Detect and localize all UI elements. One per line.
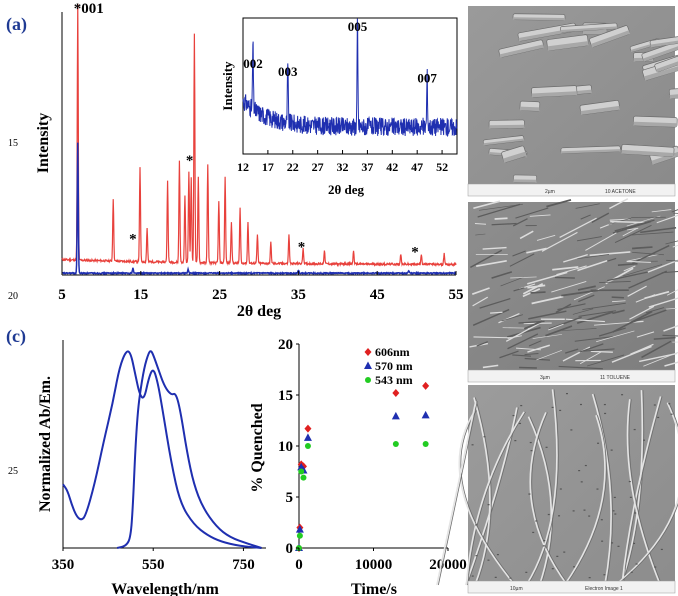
peak-annotation: 005 [348,19,368,34]
x-tick-label: 5 [58,287,66,303]
x-tick-label: 35 [291,287,306,303]
legend-label: 606nm [375,345,410,359]
x-tick-label: 17 [262,160,274,174]
margin-number: 15 [8,138,18,149]
emission-curve [116,350,262,549]
margin-number: 25 [8,466,18,477]
x-tick-label: 25 [212,287,227,303]
x-axis-label: Time/s [351,581,397,596]
sem-caption: 11 TOLUENE [600,375,631,381]
y-axis-label: % Quenched [249,403,266,492]
legend-label: 543 nm [375,373,413,387]
x-tick-label: 750 [232,557,255,573]
data-point [295,525,304,533]
data-point [421,410,430,419]
inset-trace [242,18,458,138]
y-tick-label: 10 [278,439,293,455]
x-axis-label: 2θ deg [328,182,365,197]
sem-image-acetone: 2µm 10 ACETONE [467,6,678,197]
xrd-trace-blue [61,142,457,276]
data-point [422,381,430,390]
sem-scale-text: 2µm [545,189,555,195]
x-axis-label: 2θ deg [237,303,281,320]
x-tick-label: 22 [287,160,299,174]
x-tick-label: 12 [237,160,249,174]
inset-frame [242,17,458,155]
y-tick-label: 15 [278,388,293,404]
x-tick-label: 350 [52,557,75,573]
legend-label: 570 nm [375,359,413,373]
y-axis-label: Intensity [35,113,52,173]
data-point [392,388,400,397]
peak-annotation: *001 [74,1,104,17]
x-axis-label: Wavelength/nm [111,581,219,596]
x-tick-label: 52 [436,160,448,174]
y-axis-label: Normalized Ab/Em. [37,376,54,512]
sem-rods [482,13,678,184]
data-point [392,440,399,447]
legend-marker [364,348,372,356]
xrd-main-chart: 5 15 25 35 45 55 *001 * * * * 2θ deg Intensity [35,1,464,320]
x-tick-label: 32 [337,160,349,174]
sem-caption: Electron Image 1 [585,586,623,592]
peak-annotation: * [298,239,306,255]
x-tick-label: 15 [133,287,148,303]
sem-image-electron: 10µm Electron Image 1 [436,385,678,594]
legend-marker [364,361,372,369]
y-tick-label: 20 [278,337,293,353]
y-axis-label: Intensity [220,61,235,111]
x-tick-label: 55 [449,287,464,303]
x-tick-label: 27 [312,160,324,174]
spectra-chart: 350 550 750 Wavelength/nm Normalized Ab/Em… [37,340,266,596]
x-tick-label: 0 [295,557,303,573]
data-point [296,532,303,539]
legend-marker [365,377,371,383]
x-tick-label: 550 [142,557,165,573]
x-tick-label: 20000 [429,557,467,573]
xrd-inset-chart: 12 17 22 27 32 37 42 47 52 002 003 005 007 2θ deg I… [220,17,458,197]
peak-annotation: * [186,153,194,169]
data-point [391,411,400,420]
sem-wires [436,389,678,586]
peak-annotation: 003 [278,64,298,79]
sem-image-toluene: 3µm 11 TOLUENE [467,198,678,383]
y-tick-label: 5 [286,490,294,506]
data-point [304,424,312,433]
margin-number: 20 [8,291,18,302]
y-tick-label: 0 [286,541,294,557]
data-point [298,468,305,475]
peak-annotation: * [129,232,137,248]
absorption-curve [62,350,262,549]
x-tick-label: 45 [370,287,385,303]
sem-scale-text: 10µm [510,586,523,592]
peak-annotation: 007 [417,71,437,86]
peak-annotation: 002 [243,56,263,71]
data-point [304,443,311,449]
panel-label-a: (a) [6,14,27,35]
xrd-trace-red [61,3,457,268]
data-point [303,433,312,441]
panel-label-c: (c) [6,326,26,347]
peak-annotation: * [411,245,419,261]
x-tick-label: 37 [361,160,373,174]
data-point [300,474,307,481]
sem-fibers [469,198,678,370]
sem-scale-text: 3µm [540,375,550,381]
x-tick-label: 10000 [355,557,393,573]
x-tick-label: 42 [386,160,398,174]
data-point [422,440,429,447]
sem-caption: 10 ACETONE [605,189,636,195]
x-tick-label: 47 [411,160,423,174]
